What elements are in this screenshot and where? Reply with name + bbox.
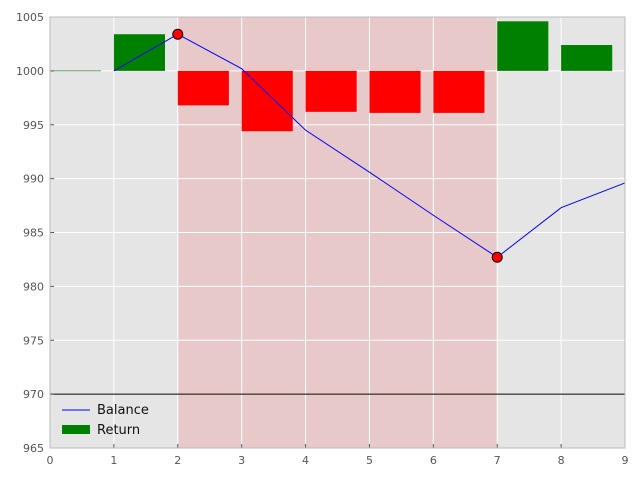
y-tick-label: 995: [23, 119, 44, 132]
y-tick-label: 990: [23, 173, 44, 186]
y-tick-label: 975: [23, 334, 44, 347]
x-tick-label: 9: [622, 454, 629, 467]
return-bar: [241, 70, 293, 132]
extreme-marker: [491, 251, 503, 263]
x-tick-label: 5: [366, 454, 373, 467]
legend-balance-label: Balance: [97, 403, 149, 418]
return-bar: [305, 70, 357, 112]
x-tick-label: 1: [110, 454, 117, 467]
y-tick-label: 980: [23, 280, 44, 293]
y-tick-label: 965: [23, 442, 44, 455]
return-bar: [561, 45, 613, 71]
x-tick-label: 2: [174, 454, 181, 467]
return-bar: [113, 34, 165, 71]
return-bar: [369, 70, 421, 113]
line-layer: [113, 33, 626, 258]
y-tick-label: 1005: [16, 11, 44, 24]
tick-layer: 0 1 2 3 4 5 6 7 8 9 965 970 975 980 985 990 995 1000 1005: [16, 11, 629, 467]
return-bar: [497, 21, 549, 71]
return-bar: [177, 70, 229, 106]
x-tick-label: 0: [47, 454, 54, 467]
return-bar: [50, 70, 102, 72]
legend-return-swatch: [62, 425, 90, 434]
x-tick-label: 4: [302, 454, 309, 467]
plot-frame: [49, 16, 626, 449]
x-tick-label: 7: [494, 454, 501, 467]
x-tick-label: 3: [238, 454, 245, 467]
x-tick-label: 8: [558, 454, 565, 467]
x-tick-label: 6: [430, 454, 437, 467]
y-tick-label: 1000: [16, 65, 44, 78]
balance-line: [113, 33, 626, 258]
y-tick-label: 970: [23, 388, 44, 401]
extreme-marker: [172, 28, 184, 40]
return-bar: [433, 70, 485, 113]
y-tick-label: 985: [23, 227, 44, 240]
marker-layer: [172, 28, 503, 263]
legend: Balance Return: [62, 403, 149, 438]
bar-layer: [50, 21, 613, 132]
legend-return-label: Return: [97, 423, 140, 438]
